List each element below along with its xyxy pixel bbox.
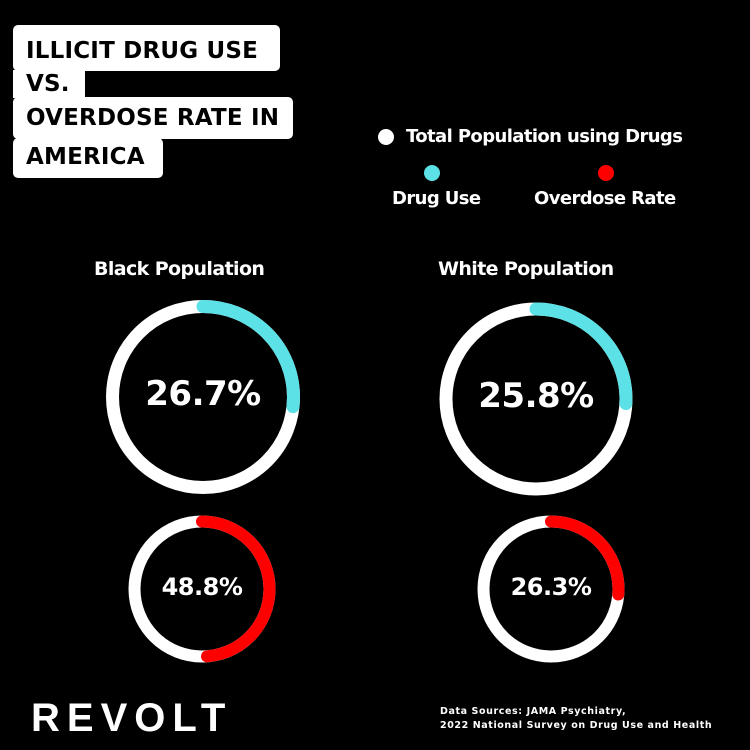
black-population-title: Black Population <box>94 258 265 280</box>
black-drug-use-ring <box>106 300 300 494</box>
sources-line-1: Data Sources: JAMA Psychiatry, <box>440 706 627 717</box>
title-line-1: ILLICIT DRUG USE <box>13 25 280 71</box>
title-text-4: AMERICA <box>26 143 145 170</box>
white-drug-use-value: 25.8% <box>478 376 594 416</box>
legend-drug-use-dot-icon <box>424 165 440 181</box>
white-population-title: White Population <box>438 258 614 280</box>
title-text-1: ILLICIT DRUG USE <box>26 37 259 64</box>
title-line-2: VS. <box>13 70 85 98</box>
title-line-4: AMERICA <box>13 138 163 178</box>
legend-drug-use-label: Drug Use <box>392 188 481 209</box>
legend-total-dot-icon <box>378 129 394 145</box>
white-overdose-ring <box>477 515 625 663</box>
data-sources: Data Sources: JAMA Psychiatry, 2022 Nati… <box>440 705 712 733</box>
revolt-logo: REVOLT <box>31 696 233 740</box>
black-overdose-value: 48.8% <box>161 573 243 601</box>
legend-total-label: Total Population using Drugs <box>406 126 683 147</box>
black-overdose-ring <box>128 515 276 663</box>
title-text-2: VS. <box>26 70 70 97</box>
sources-line-2: 2022 National Survey on Drug Use and Hea… <box>440 720 713 731</box>
black-drug-use-value: 26.7% <box>145 374 261 414</box>
white-drug-use-ring <box>439 302 633 496</box>
legend-overdose-dot-icon <box>598 165 614 181</box>
title-line-3: OVERDOSE RATE IN <box>13 97 293 139</box>
legend-overdose-label: Overdose Rate <box>534 188 676 209</box>
title-text-3: OVERDOSE RATE IN <box>26 104 280 131</box>
white-overdose-value: 26.3% <box>510 573 592 601</box>
